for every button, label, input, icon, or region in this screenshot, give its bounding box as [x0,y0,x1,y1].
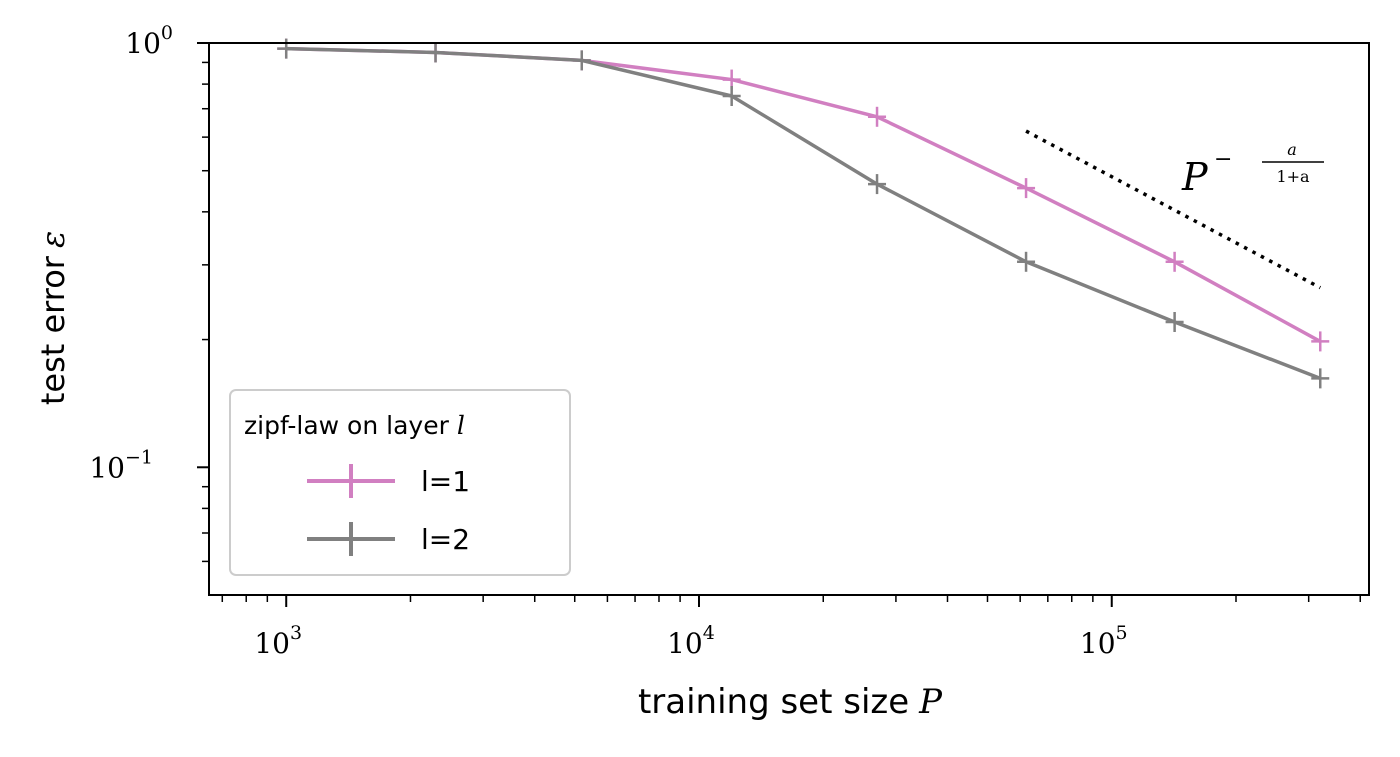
y-tick-label-0: 100 [125,22,173,60]
legend-label-l2: l=2 [421,523,470,556]
data-point-l=2-2 [572,50,591,71]
plot-frame [208,42,1370,596]
data-point-l=2-4 [868,174,887,195]
data-point-l=2-6 [1165,311,1184,332]
legend-title: zipf-law on layer l [244,411,465,440]
data-point-l=1-7 [1311,331,1330,352]
data-point-l=1-6 [1165,251,1184,272]
y-axis: 100 10−1 [89,22,209,563]
series-line-l=1 [286,46,1322,343]
plot-area [277,38,1330,389]
data-point-l=1-5 [1017,178,1036,199]
series-line-l=2 [286,46,1321,381]
y-axis-label: test errorε [34,231,72,405]
reference-line-label: P − a 1+a [1181,140,1324,199]
x-axis-label: training set size P [638,682,943,722]
legend-entry-l2: l=2 [307,522,470,556]
legend-label-l1: l=1 [421,465,470,498]
data-point-l=2-7 [1311,368,1330,389]
svg-text:P: P [1181,155,1209,199]
legend-entry-l1: l=1 [307,464,470,498]
x-axis: 103 104 105 [221,595,1362,660]
data-point-l=2-5 [1017,251,1036,272]
legend: zipf-law on layer l l=1 l=2 [229,389,571,576]
svg-text:a: a [1287,140,1297,159]
y-tick-label-1: 10−1 [89,446,153,484]
data-point-l=2-3 [722,86,741,107]
reference-line [1025,129,1322,290]
x-tick-label-2: 105 [1080,622,1128,660]
x-tick-label-1: 104 [667,622,715,660]
svg-text:−: − [1214,147,1232,172]
data-point-l=2-0 [277,38,296,59]
data-point-l=1-4 [868,106,887,127]
legend-frame [229,389,571,576]
svg-text:1+a: 1+a [1276,167,1310,186]
x-tick-label-0: 103 [254,622,302,660]
data-point-l=2-1 [426,42,445,63]
